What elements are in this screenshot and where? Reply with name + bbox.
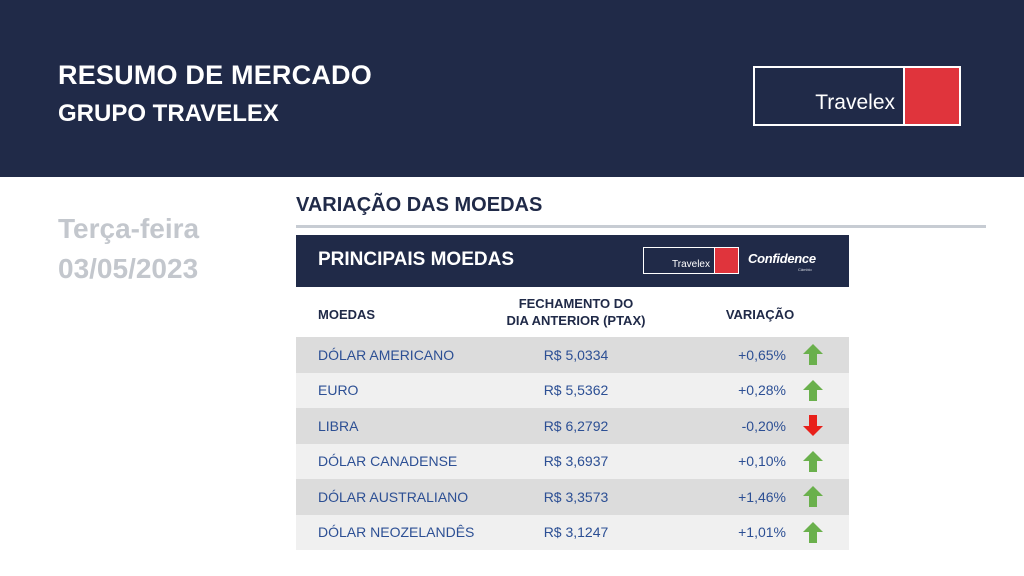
report-title: RESUMO DE MERCADO (58, 60, 372, 90)
ptax-value: R$ 6,2792 (543, 417, 609, 434)
table-row: DÓLAR NEOZELANDÊS R$ 3,1247 +1,01% (296, 514, 849, 550)
arrow-up-icon (803, 450, 823, 472)
travelex-small-logo-text: Travelex (672, 259, 710, 270)
currency-panel: PRINCIPAIS MOEDAS Travelex Confidence Câ… (296, 235, 849, 550)
column-header-currency: MOEDAS (318, 307, 376, 322)
currency-table-body: DÓLAR AMERICANO R$ 5,0334 +0,65% EURO R$… (296, 337, 849, 550)
travelex-logo-red-block (903, 68, 959, 124)
column-header-variation: VARIAÇÃO (725, 307, 795, 322)
table-row: EURO R$ 5,5362 +0,28% (296, 372, 849, 408)
arrow-down-icon (803, 415, 823, 436)
column-header-ptax-line1: FECHAMENTO DO (518, 296, 634, 311)
section-divider (296, 225, 986, 228)
currency-name: DÓLAR CANADENSE (318, 453, 458, 470)
arrow-up-icon (803, 521, 823, 543)
currency-name: DÓLAR AMERICANO (318, 346, 455, 363)
arrow-up-icon (803, 486, 823, 507)
variation-value: +0,65% (738, 346, 786, 363)
variation-value: +1,01% (738, 524, 786, 541)
ptax-value: R$ 3,1247 (543, 524, 609, 541)
table-header: MOEDAS FECHAMENTO DO DIA ANTERIOR (PTAX)… (296, 287, 849, 337)
column-header-ptax: FECHAMENTO DO DIA ANTERIOR (PTAX) (491, 295, 661, 329)
travelex-logo-text: Travelex (815, 91, 895, 114)
variation-value: -0,20% (741, 417, 786, 434)
column-header-ptax-line2: DIA ANTERIOR (PTAX) (506, 313, 646, 328)
currency-name: EURO (318, 382, 359, 399)
travelex-logo: Travelex (753, 66, 961, 126)
travelex-small-logo: Travelex (643, 247, 739, 274)
report-subtitle: GRUPO TRAVELEX (58, 100, 279, 127)
variation-value: +1,46% (738, 488, 786, 505)
ptax-value: R$ 5,0334 (543, 346, 609, 363)
table-row: DÓLAR CANADENSE R$ 3,6937 +0,10% (296, 443, 849, 479)
currency-name: LIBRA (318, 417, 359, 434)
date-weekday: Terça-feira (58, 213, 200, 244)
travelex-small-logo-red-block (714, 248, 738, 273)
arrow-up-icon (803, 344, 823, 365)
currency-name: DÓLAR AUSTRALIANO (318, 488, 469, 505)
ptax-value: R$ 3,6937 (543, 453, 609, 470)
confidence-logo: Confidence (748, 251, 816, 266)
table-row: DÓLAR AUSTRALIANO R$ 3,3573 +1,46% (296, 479, 849, 515)
ptax-value: R$ 3,3573 (543, 488, 609, 505)
header-banner: RESUMO DE MERCADO GRUPO TRAVELEX Travele… (0, 0, 1024, 177)
variation-value: +0,10% (738, 453, 786, 470)
section-title: VARIAÇÃO DAS MOEDAS (296, 194, 543, 216)
variation-value: +0,28% (738, 382, 786, 399)
panel-header: PRINCIPAIS MOEDAS Travelex Confidence Câ… (296, 235, 849, 287)
currency-name: DÓLAR NEOZELANDÊS (318, 524, 475, 541)
panel-title: PRINCIPAIS MOEDAS (318, 249, 515, 270)
date-value: 03/05/2023 (58, 253, 199, 284)
table-row: DÓLAR AMERICANO R$ 5,0334 +0,65% (296, 337, 849, 373)
confidence-logo-sub: Câmbio (798, 267, 812, 272)
table-row: LIBRA R$ 6,2792 -0,20% (296, 408, 849, 444)
arrow-up-icon (803, 379, 823, 401)
ptax-value: R$ 5,5362 (543, 382, 609, 399)
